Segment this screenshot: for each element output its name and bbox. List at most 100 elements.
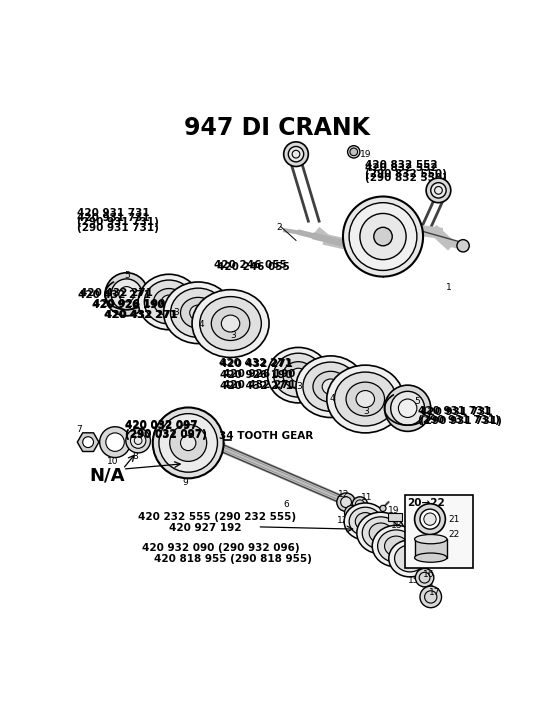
Circle shape bbox=[420, 586, 442, 608]
Text: 10: 10 bbox=[107, 456, 119, 466]
Circle shape bbox=[415, 568, 434, 587]
Text: 4: 4 bbox=[198, 320, 204, 329]
Text: 420 932 090 (290 932 096): 420 932 090 (290 932 096) bbox=[142, 543, 300, 553]
Text: 12: 12 bbox=[339, 490, 350, 499]
Ellipse shape bbox=[192, 289, 269, 357]
Text: 420 926 190: 420 926 190 bbox=[92, 300, 164, 310]
Text: 17: 17 bbox=[429, 588, 441, 598]
Text: (290 931 731): (290 931 731) bbox=[77, 222, 158, 233]
Ellipse shape bbox=[313, 372, 348, 402]
Text: 3: 3 bbox=[173, 308, 179, 317]
Circle shape bbox=[360, 213, 406, 260]
Circle shape bbox=[352, 497, 368, 512]
Ellipse shape bbox=[362, 517, 399, 549]
Text: 15: 15 bbox=[408, 576, 419, 585]
Ellipse shape bbox=[171, 288, 226, 338]
Ellipse shape bbox=[344, 503, 387, 540]
Ellipse shape bbox=[372, 526, 420, 567]
Text: 16: 16 bbox=[423, 570, 435, 579]
Text: 11: 11 bbox=[361, 493, 373, 502]
Text: 13: 13 bbox=[379, 552, 390, 562]
Ellipse shape bbox=[274, 354, 323, 397]
Text: 420 246 055: 420 246 055 bbox=[218, 262, 290, 272]
Text: 420 032 097: 420 032 097 bbox=[125, 420, 198, 431]
Circle shape bbox=[391, 392, 424, 426]
Ellipse shape bbox=[283, 361, 314, 389]
Circle shape bbox=[153, 408, 224, 478]
Text: 8: 8 bbox=[133, 452, 138, 461]
Circle shape bbox=[288, 146, 303, 162]
Text: 420 432 271: 420 432 271 bbox=[223, 379, 296, 390]
Bar bbox=[406, 495, 473, 567]
Text: 420 832 552: 420 832 552 bbox=[365, 160, 438, 169]
Text: 420 931 731: 420 931 731 bbox=[420, 407, 492, 417]
Circle shape bbox=[180, 435, 196, 451]
Text: 420 926 190: 420 926 190 bbox=[223, 369, 295, 379]
Circle shape bbox=[349, 202, 417, 271]
Text: 20→22: 20→22 bbox=[407, 498, 444, 508]
Ellipse shape bbox=[322, 379, 339, 395]
Circle shape bbox=[341, 497, 352, 508]
Ellipse shape bbox=[221, 315, 240, 332]
Text: 420 926 190: 420 926 190 bbox=[220, 370, 292, 379]
Ellipse shape bbox=[200, 297, 261, 351]
Text: 420 432 271: 420 432 271 bbox=[220, 381, 293, 390]
Text: 420 432 271: 420 432 271 bbox=[219, 359, 292, 368]
Text: 420 432 271: 420 432 271 bbox=[220, 359, 293, 369]
Circle shape bbox=[337, 493, 355, 511]
Text: 5: 5 bbox=[124, 271, 130, 280]
Text: 7: 7 bbox=[77, 426, 82, 434]
Ellipse shape bbox=[138, 274, 200, 330]
Circle shape bbox=[374, 228, 392, 246]
Text: (290 931 731): (290 931 731) bbox=[418, 415, 500, 426]
Ellipse shape bbox=[369, 523, 392, 543]
Circle shape bbox=[83, 437, 93, 448]
Text: 420 818 955 (290 818 955): 420 818 955 (290 818 955) bbox=[153, 554, 312, 564]
Ellipse shape bbox=[357, 512, 404, 554]
Text: 420 931 731: 420 931 731 bbox=[77, 208, 149, 218]
Text: (290 931 731): (290 931 731) bbox=[77, 217, 158, 228]
Circle shape bbox=[159, 414, 218, 472]
Text: 420 931 731: 420 931 731 bbox=[77, 213, 149, 223]
Circle shape bbox=[100, 427, 131, 457]
Circle shape bbox=[348, 145, 360, 158]
Text: 22: 22 bbox=[448, 530, 460, 539]
Text: 420 926 190: 420 926 190 bbox=[93, 299, 165, 309]
Text: 420 246 055: 420 246 055 bbox=[214, 260, 286, 270]
Ellipse shape bbox=[211, 307, 250, 341]
Ellipse shape bbox=[415, 553, 447, 562]
Bar bbox=[388, 513, 402, 521]
Ellipse shape bbox=[415, 534, 447, 544]
Ellipse shape bbox=[180, 297, 216, 328]
Text: 9: 9 bbox=[183, 477, 188, 487]
Text: 19: 19 bbox=[388, 506, 400, 515]
Circle shape bbox=[170, 424, 207, 462]
Ellipse shape bbox=[161, 295, 177, 309]
Ellipse shape bbox=[153, 289, 184, 315]
Text: 420 432 271: 420 432 271 bbox=[79, 288, 152, 298]
Text: 420 832 552: 420 832 552 bbox=[364, 163, 437, 174]
Text: 420 432 271: 420 432 271 bbox=[105, 310, 178, 320]
Circle shape bbox=[380, 505, 386, 511]
Circle shape bbox=[106, 433, 124, 451]
Text: 420 232 555 (290 232 555): 420 232 555 (290 232 555) bbox=[138, 512, 296, 522]
Circle shape bbox=[457, 240, 469, 252]
Circle shape bbox=[284, 142, 308, 166]
Text: (290 032 097): (290 032 097) bbox=[125, 430, 207, 440]
Text: 34 TOOTH GEAR: 34 TOOTH GEAR bbox=[219, 431, 313, 441]
Ellipse shape bbox=[349, 507, 381, 536]
Ellipse shape bbox=[164, 282, 233, 343]
Text: 1: 1 bbox=[446, 283, 452, 292]
Bar bbox=[415, 539, 447, 557]
Text: 6: 6 bbox=[283, 500, 289, 509]
Text: 420 432 271: 420 432 271 bbox=[78, 290, 151, 300]
Ellipse shape bbox=[296, 356, 365, 418]
Text: (290 931 731): (290 931 731) bbox=[420, 416, 502, 426]
Ellipse shape bbox=[144, 280, 193, 324]
Ellipse shape bbox=[356, 390, 375, 408]
Text: (290 832 550): (290 832 550) bbox=[364, 173, 447, 183]
Text: 420 927 192: 420 927 192 bbox=[169, 523, 241, 533]
Circle shape bbox=[119, 287, 134, 302]
Circle shape bbox=[431, 183, 446, 198]
Circle shape bbox=[384, 385, 431, 431]
